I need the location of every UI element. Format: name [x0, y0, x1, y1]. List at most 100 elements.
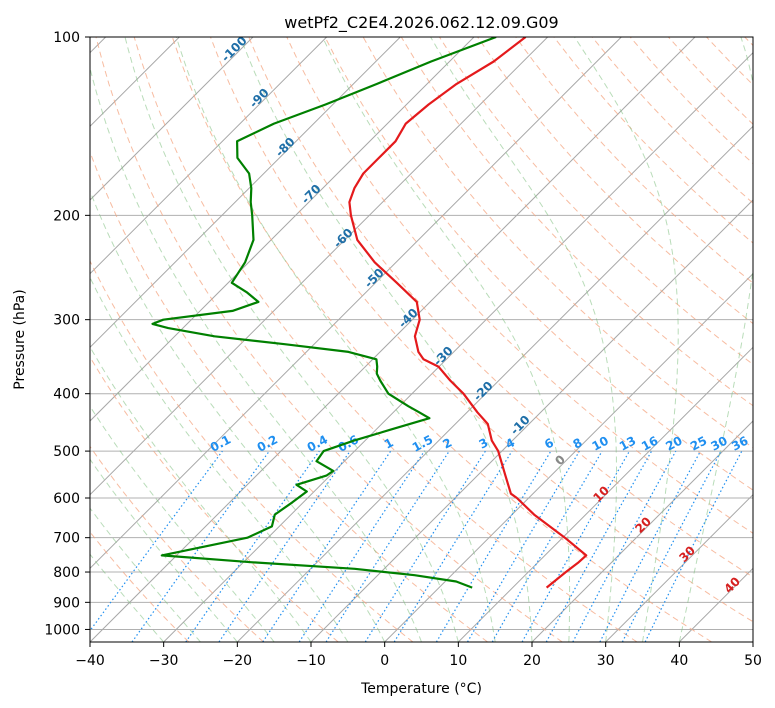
mixing-ratio-line	[466, 450, 580, 642]
x-tick-label: 20	[523, 653, 541, 669]
adiabat-value-label: 10	[590, 483, 612, 505]
mixing-ratio-label: 2	[440, 435, 454, 451]
mixing-ratio-label: 20	[663, 433, 684, 453]
x-tick-label: 30	[597, 653, 615, 669]
adiabat-value-label: -10	[508, 413, 533, 438]
mixing-ratio-label: 10	[590, 433, 611, 453]
x-tick-label: 10	[449, 653, 467, 669]
moist-adiabat-line	[322, 37, 571, 642]
dry-adiabat-line	[553, 37, 753, 244]
y-axis: 1000 900 800 700 600 500 400 300 200 100	[44, 30, 90, 638]
mixing-ratio-line	[644, 450, 743, 642]
x-tick-label: −10	[296, 653, 326, 669]
dry-adiabat-line	[133, 37, 638, 642]
x-tick-label: −20	[223, 653, 253, 669]
isotherm-line	[90, 37, 475, 422]
mixing-ratio-line	[325, 450, 450, 642]
mixing-ratio-line	[572, 450, 677, 642]
plot-area: 0.1 0.2 0.4 0.6 1 1.5 2 3 4 6 8 10 13 16 20 25 30 36-100-…	[90, 34, 753, 642]
mixing-ratio-line	[435, 450, 552, 642]
y-tick-label: 700	[53, 531, 80, 547]
dry-adiabat-line	[248, 37, 753, 578]
mixing-ratio-label: 30	[708, 433, 729, 453]
adiabat-value-label: 30	[676, 543, 698, 565]
isotherm-line	[90, 37, 328, 275]
dry-adiabat-line	[90, 356, 339, 642]
moist-adiabat-line	[678, 37, 753, 642]
moist-adiabat-line	[430, 37, 617, 642]
dry-adiabat-line	[90, 531, 190, 642]
isotherm-line	[236, 125, 753, 642]
mixing-ratio-label: 16	[639, 433, 660, 453]
dry-adiabat-line	[744, 37, 753, 47]
moist-adiabat-line	[574, 37, 679, 642]
x-tick-label: 40	[670, 653, 688, 669]
mixing-ratio-line	[393, 450, 513, 642]
mixing-ratio-label: 6	[542, 435, 556, 451]
temperature-profile-line	[348, 37, 588, 589]
plot-frame	[89, 36, 754, 643]
moist-adiabat-line	[90, 345, 312, 642]
adiabat-value-label: -80	[273, 135, 298, 160]
dry-adiabat-line	[90, 445, 264, 642]
mixing-ratio-line	[262, 450, 392, 642]
x-tick-label: −30	[149, 653, 179, 669]
mixing-ratio-line	[521, 450, 631, 642]
dry-adiabat-line	[95, 37, 563, 642]
dry-adiabat-line	[171, 37, 712, 642]
dry-adiabat-line	[706, 37, 753, 86]
y-axis-label: Pressure (hPa)	[12, 289, 28, 389]
dry-adiabat-line	[515, 37, 753, 284]
moist-adiabat-line	[90, 189, 386, 642]
adiabat-value-label: -20	[471, 379, 496, 404]
x-tick-label: −40	[75, 653, 105, 669]
isotherm-line	[531, 420, 753, 642]
mixing-ratio-label: 36	[729, 433, 750, 453]
mixing-ratio-line	[364, 450, 486, 642]
moist-adiabat-line	[90, 458, 238, 642]
adiabat-value-label: 20	[632, 514, 654, 536]
isotherm-line	[384, 272, 753, 642]
adiabat-value-label: 40	[721, 574, 743, 596]
isotherm-line	[457, 346, 753, 642]
y-tick-label: 900	[53, 595, 80, 611]
x-tick-label: 50	[744, 653, 762, 669]
isotherm-line	[752, 641, 753, 642]
y-tick-label: 500	[53, 444, 80, 460]
isotherm-line	[163, 51, 753, 642]
y-tick-label: 400	[53, 387, 80, 403]
isotherm-line	[310, 199, 753, 642]
isotherm-line	[90, 37, 401, 349]
isotherm-line	[605, 493, 753, 642]
isotherm-line	[90, 37, 254, 201]
dry-adiabat-line	[324, 37, 753, 491]
x-tick-label: 0	[380, 653, 389, 669]
mixing-ratio-label: 25	[688, 433, 709, 453]
isotherm-line	[90, 37, 622, 570]
adiabat-value-label: -60	[331, 226, 356, 251]
y-tick-label: 300	[53, 313, 80, 329]
mixing-ratio-line	[218, 450, 351, 642]
mixing-ratio-label: 13	[617, 433, 638, 453]
y-tick-label: 1000	[44, 622, 80, 638]
x-axis: −40 −30 −20 −10 0 10 20 30 40 50	[75, 642, 762, 669]
mixing-ratio-line	[185, 450, 320, 642]
adiabat-value-label: 0	[552, 452, 568, 468]
mixing-ratio-line	[298, 450, 425, 642]
y-tick-label: 600	[53, 491, 80, 507]
dry-adiabat-line	[286, 37, 753, 534]
y-tick-label: 800	[53, 565, 80, 581]
chart-title: wetPf2_C2E4.2026.062.12.09.G09	[284, 13, 558, 33]
moist-adiabat-line	[175, 37, 496, 642]
adiabat-value-label: -70	[299, 182, 324, 207]
x-axis-label: Temperature (°C)	[360, 681, 482, 697]
adiabat-value-label: -100	[219, 34, 250, 65]
mixing-ratio-line	[90, 450, 223, 632]
moist-adiabat-line	[90, 507, 201, 642]
moist-adiabat-line	[90, 405, 275, 642]
y-tick-label: 100	[53, 30, 80, 46]
dry-adiabat-line	[210, 37, 753, 623]
mixing-ratio-line	[131, 450, 270, 642]
moist-adiabat-line	[124, 37, 459, 642]
